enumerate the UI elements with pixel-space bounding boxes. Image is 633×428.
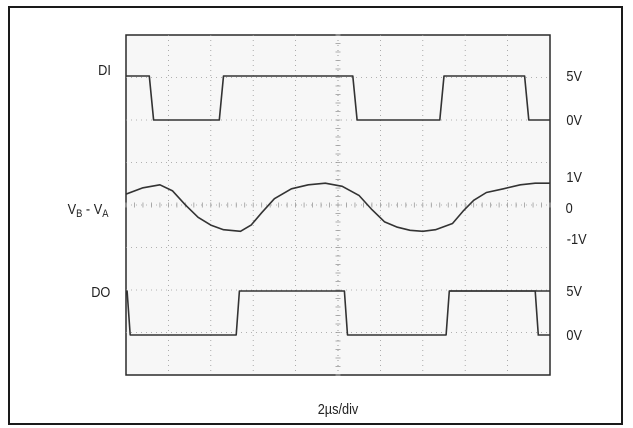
level-labels: 5V 0V 1V 0 -1V 5V 0V: [566, 67, 588, 343]
trace-2-name: VB - VA: [68, 200, 109, 220]
trace-2-level-label: 1V: [566, 168, 582, 185]
traces: [125, 75, 550, 336]
trace-3-level-label: 0V: [566, 326, 582, 343]
trace-2-level-label: -1V: [567, 230, 587, 247]
trace-labels: DI VB - VA DO: [68, 61, 111, 300]
trace-3-line: [126, 290, 550, 336]
grid: [125, 34, 551, 376]
trace-3-level-label: 5V: [566, 282, 582, 299]
trace-2-line: [125, 182, 550, 233]
trace-2-level-label: 0: [566, 199, 573, 216]
x-axis-label: 2µs/div: [318, 400, 359, 417]
trace-1-line: [126, 75, 550, 121]
trace-1-level-label: 5V: [566, 67, 582, 84]
trace-1-level-label: 0V: [566, 111, 582, 128]
trace-3-line: [449, 290, 550, 336]
trace-1-name: DI: [98, 61, 111, 78]
trace-3-name: DO: [91, 283, 110, 300]
